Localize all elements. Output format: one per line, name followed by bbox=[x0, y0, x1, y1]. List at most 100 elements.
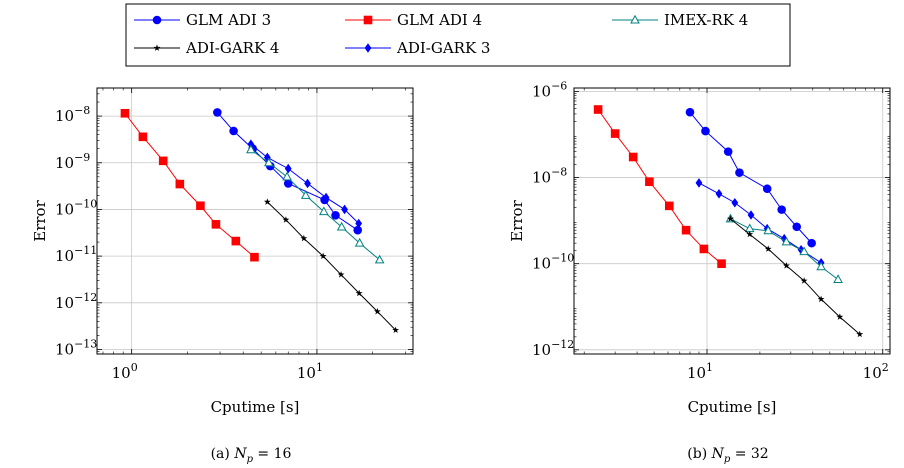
series-glm-adi-4 bbox=[120, 108, 259, 262]
data-point bbox=[746, 230, 754, 238]
y-axis-label: Error bbox=[508, 199, 526, 241]
data-point bbox=[628, 152, 638, 162]
data-point bbox=[645, 177, 654, 187]
data-point bbox=[373, 307, 381, 315]
data-point bbox=[715, 188, 723, 199]
legend-label: GLM ADI 3 bbox=[186, 11, 271, 29]
data-point bbox=[717, 259, 726, 268]
y-tick-label: 10−6 bbox=[532, 79, 567, 100]
data-point bbox=[763, 225, 774, 235]
x-axis-label: Cputime [s] bbox=[688, 398, 777, 416]
data-point bbox=[138, 132, 148, 142]
legend-entry: IMEX-RK 4 bbox=[612, 11, 748, 29]
data-point bbox=[836, 313, 844, 320]
legend-marker bbox=[363, 15, 373, 25]
data-point bbox=[246, 144, 256, 154]
data-point bbox=[374, 254, 385, 264]
legend-entry: GLM ADI 4 bbox=[345, 11, 482, 29]
series-glm-adi-3 bbox=[685, 107, 816, 248]
data-point bbox=[282, 171, 292, 181]
data-point bbox=[833, 274, 843, 283]
data-point bbox=[817, 295, 825, 303]
data-point bbox=[263, 152, 271, 163]
legend-box bbox=[125, 3, 791, 67]
legend-label: ADI-GARK 4 bbox=[185, 39, 279, 57]
grid bbox=[97, 88, 413, 354]
legend-marker bbox=[630, 14, 640, 24]
subfigure-caption: (b) Np = 32 bbox=[687, 446, 768, 465]
subfigure-caption: (a) Np = 16 bbox=[211, 446, 292, 465]
y-tick-label: 10−12 bbox=[532, 338, 574, 359]
data-point bbox=[304, 178, 311, 189]
data-point bbox=[120, 108, 130, 118]
plot-frame bbox=[96, 87, 414, 355]
data-point bbox=[300, 190, 311, 199]
data-point bbox=[229, 126, 238, 136]
plot-frame bbox=[573, 87, 891, 355]
data-point bbox=[782, 262, 790, 269]
data-point bbox=[319, 206, 329, 216]
series-imex-rk-4 bbox=[246, 144, 385, 264]
series-line bbox=[267, 201, 397, 331]
data-point bbox=[250, 252, 259, 262]
ticks bbox=[97, 88, 413, 354]
data-point bbox=[723, 147, 733, 156]
data-point bbox=[593, 105, 603, 114]
legend-entry: ADI-GARK 4 bbox=[134, 39, 279, 57]
data-point bbox=[231, 236, 241, 246]
data-point bbox=[856, 330, 864, 338]
y-tick-label: 10−12 bbox=[55, 291, 97, 312]
data-point bbox=[762, 184, 772, 194]
x-tick-label: 101 bbox=[687, 361, 713, 382]
data-point bbox=[300, 234, 308, 242]
data-point bbox=[610, 129, 620, 138]
data-point bbox=[320, 195, 329, 205]
legend-entry: ADI-GARK 3 bbox=[345, 39, 490, 57]
data-point bbox=[744, 223, 755, 233]
series-glm-adi-4 bbox=[593, 105, 726, 268]
data-point bbox=[735, 168, 744, 177]
y-tick-label: 10−9 bbox=[55, 151, 90, 172]
plot-a: 100 101 10−13 10−12 10−11 10−10 10−9 10−8 Cputim… bbox=[31, 87, 414, 465]
data-point bbox=[284, 163, 292, 174]
legend: GLM ADI 3 GLM ADI 4 IMEX-RK 4 ADI-GARK 4 ADI… bbox=[125, 3, 791, 67]
data-point bbox=[283, 179, 293, 188]
series-imex-rk-4 bbox=[725, 213, 843, 283]
legend-label: GLM ADI 4 bbox=[397, 11, 482, 29]
y-tick-label: 10−8 bbox=[55, 104, 90, 125]
data-point bbox=[800, 277, 808, 284]
y-tick-label: 10−11 bbox=[55, 244, 97, 265]
legend-marker bbox=[153, 44, 161, 51]
data-point bbox=[263, 198, 271, 205]
data-point bbox=[175, 179, 185, 189]
legend-label: IMEX-RK 4 bbox=[664, 11, 748, 29]
data-point bbox=[695, 178, 703, 188]
data-point bbox=[354, 237, 365, 247]
data-point bbox=[664, 201, 674, 211]
legend-entry: GLM ADI 3 bbox=[134, 11, 271, 29]
x-axis-label: Cputime [s] bbox=[211, 398, 300, 416]
data-point bbox=[816, 261, 826, 271]
legend-label: ADI-GARK 3 bbox=[396, 39, 490, 57]
data-point bbox=[355, 218, 363, 229]
x-tick-label: 102 bbox=[863, 361, 889, 382]
series-adi-gark-3 bbox=[247, 139, 363, 229]
data-point bbox=[353, 225, 363, 235]
series-adi-gark-4 bbox=[263, 198, 400, 334]
data-point bbox=[747, 210, 755, 220]
plot-b: 101 102 10−12 10−10 10−8 10−6 Cputime [s] Error… bbox=[508, 79, 891, 465]
data-point bbox=[731, 197, 739, 208]
data-point bbox=[727, 215, 734, 222]
series-line bbox=[730, 218, 861, 335]
data-point bbox=[699, 244, 709, 254]
data-point bbox=[282, 216, 290, 223]
y-tick-label: 10−13 bbox=[55, 337, 97, 358]
data-point bbox=[211, 220, 221, 229]
data-point bbox=[319, 252, 327, 260]
x-tick-label: 100 bbox=[112, 361, 138, 382]
x-tick-label: 101 bbox=[297, 361, 323, 382]
data-point bbox=[777, 205, 786, 214]
data-point bbox=[792, 222, 802, 232]
data-point bbox=[331, 210, 340, 220]
